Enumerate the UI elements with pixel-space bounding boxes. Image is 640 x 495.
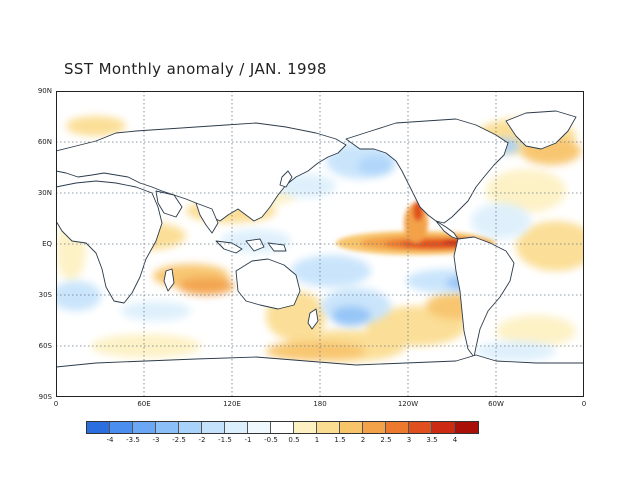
lat-label-60n: 60N (37, 138, 52, 146)
lon-label-60e: 60E (137, 400, 151, 408)
lat-label-eq: EQ (42, 240, 52, 248)
colorbar-segment (271, 422, 294, 433)
colorbar-tick-label: 1 (314, 436, 320, 444)
lat-label-90s: 90S (38, 393, 52, 401)
colorbar-segment (363, 422, 386, 433)
colorbar-tick-label: 3.5 (426, 436, 438, 444)
colorbar-segment (317, 422, 340, 433)
lon-label-0-right: 0 (581, 400, 587, 408)
colorbar-tick-label: -3 (152, 436, 160, 444)
colorbar (86, 421, 479, 434)
colorbar-segment (202, 422, 225, 433)
sst-anomaly-map (56, 91, 584, 397)
colorbar-tick-label: -2 (198, 436, 206, 444)
colorbar-segment (248, 422, 271, 433)
lon-label-60w: 60W (488, 400, 504, 408)
colorbar-segment (409, 422, 432, 433)
colorbar-tick-label: 0.5 (288, 436, 300, 444)
lat-label-60s: 60S (38, 342, 52, 350)
colorbar-segment (156, 422, 179, 433)
colorbar-tick-label: 2.5 (380, 436, 392, 444)
colorbar-segment (294, 422, 317, 433)
colorbar-tick-label: -3.5 (126, 436, 140, 444)
colorbar-segment (225, 422, 248, 433)
colorbar-tick-label: -2.5 (172, 436, 186, 444)
colorbar-segment (87, 422, 110, 433)
lat-label-30s: 30S (38, 291, 52, 299)
colorbar-segment (133, 422, 156, 433)
lat-label-30n: 30N (37, 189, 52, 197)
lon-label-120w: 120W (397, 400, 419, 408)
colorbar-tick-label: -1.5 (218, 436, 232, 444)
graticule (56, 91, 584, 397)
colorbar-segment (179, 422, 202, 433)
lon-label-0-left: 0 (53, 400, 59, 408)
lon-label-180: 180 (313, 400, 327, 408)
colorbar-segment (340, 422, 363, 433)
colorbar-segment (432, 422, 455, 433)
map-title: SST Monthly anomaly / JAN. 1998 (64, 60, 327, 78)
lat-label-90n: 90N (37, 87, 52, 95)
colorbar-tick-label: 4 (452, 436, 458, 444)
colorbar-tick-label: -1 (244, 436, 252, 444)
colorbar-tick-label: 1.5 (334, 436, 346, 444)
colorbar-segment (110, 422, 133, 433)
colorbar-tick-label: 2 (360, 436, 366, 444)
colorbar-tick-label: -0.5 (264, 436, 278, 444)
colorbar-tick-label: 3 (406, 436, 412, 444)
colorbar-segment (455, 422, 478, 433)
lon-label-120e: 120E (223, 400, 241, 408)
colorbar-tick-label: -4 (106, 436, 114, 444)
colorbar-segment (386, 422, 409, 433)
